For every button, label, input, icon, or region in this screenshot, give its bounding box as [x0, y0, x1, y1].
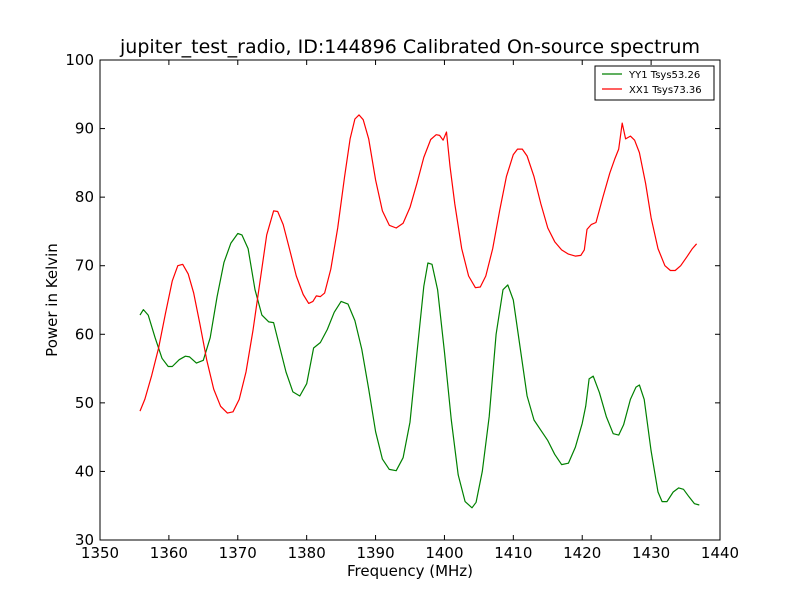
x-tick-label: 1400	[425, 544, 463, 562]
series-layer	[139, 114, 700, 509]
x-tick-label: 1420	[563, 544, 601, 562]
y-tick-label: 70	[75, 257, 94, 275]
y-tick-label: 40	[75, 462, 94, 480]
x-tick-label: 1440	[701, 544, 739, 562]
x-tick-label: 1390	[356, 544, 394, 562]
series-line-0	[139, 232, 700, 509]
legend-box	[594, 65, 715, 101]
legend-label-yy1: YY1 Tsys53.26	[628, 70, 700, 81]
x-tick-label: 1350	[81, 544, 119, 562]
series-line-1	[139, 114, 698, 414]
x-tick-label: 1410	[494, 544, 532, 562]
x-axis-label: Frequency (MHz)	[347, 562, 473, 580]
chart-title: jupiter_test_radio, ID:144896 Calibrated…	[119, 36, 700, 58]
x-tick-label: 1430	[632, 544, 670, 562]
y-tick-label: 30	[75, 531, 94, 549]
y-tick-label: 80	[75, 188, 94, 206]
ticks-layer: 1350 1360 1370 1380 1390 1400 1410 1420 1430 1440…	[65, 51, 739, 562]
x-tick-label: 1360	[150, 544, 188, 562]
y-tick-label: 100	[65, 51, 94, 69]
x-tick-label: 1380	[288, 544, 326, 562]
y-tick-label: 50	[75, 394, 94, 412]
plot-area	[99, 59, 721, 541]
y-tick-label: 90	[75, 120, 94, 138]
legend-label-xx1: XX1 Tsys73.36	[629, 85, 702, 96]
legend: YY1 Tsys53.26 XX1 Tsys73.36	[594, 65, 715, 101]
x-tick-label: 1370	[219, 544, 257, 562]
y-axis-label: Power in Kelvin	[43, 243, 61, 357]
y-tick-label: 60	[75, 325, 94, 343]
